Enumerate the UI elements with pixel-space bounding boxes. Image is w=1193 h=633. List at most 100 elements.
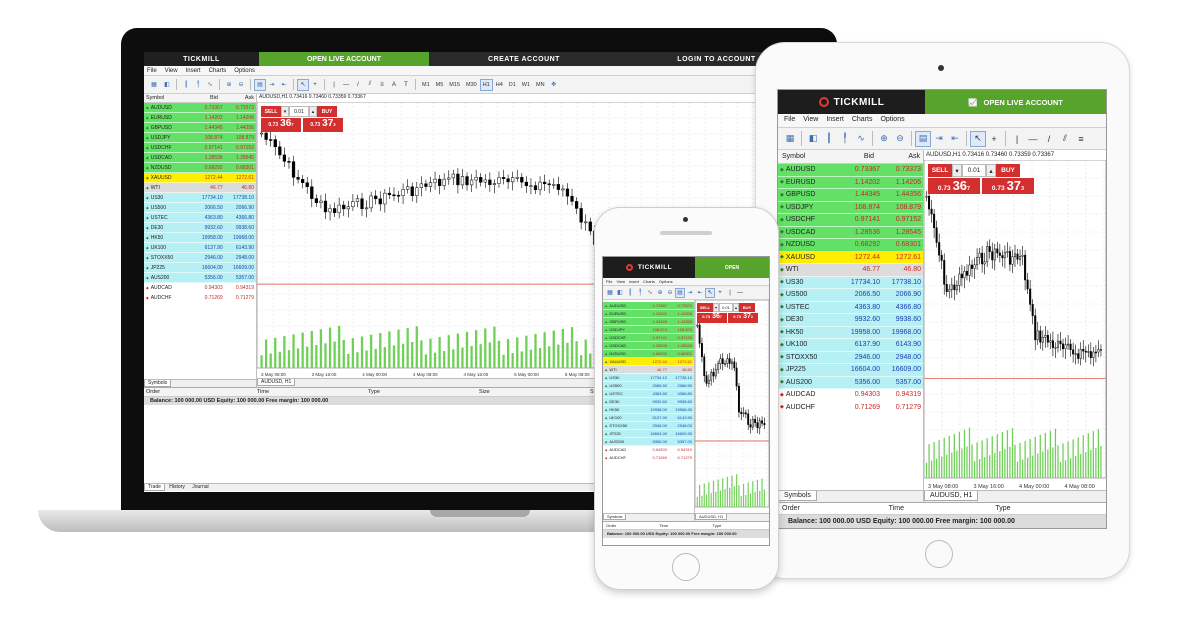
sell-button[interactable]: SELL — [261, 106, 281, 117]
terminal-tab-journal[interactable]: Journal — [192, 484, 209, 490]
menu-insert[interactable]: Insert — [826, 116, 844, 123]
mw-row-usdjpy[interactable]: ◆ USDJPY 108.874 108.879 — [144, 133, 256, 143]
chart-shift-icon[interactable]: ⇤ — [281, 82, 287, 88]
cursor-icon[interactable]: ↖ — [970, 130, 986, 147]
timeframe-m15[interactable]: M15 — [449, 81, 460, 88]
candle-chart-icon[interactable]: ╿ — [196, 82, 200, 88]
chart-tab-audusd[interactable]: AUDUSD, H1 — [257, 379, 296, 386]
terminal-col-order[interactable]: Order — [782, 505, 800, 512]
mw-row-usdjpy[interactable]: ◆ USDJPY 108.874 108.879 — [778, 201, 923, 214]
lot-size-input[interactable]: 0.01 — [962, 164, 986, 177]
menu-insert[interactable]: Insert — [185, 68, 201, 74]
mw-row-nzdusd[interactable]: ◆ NZDUSD 0.68292 0.68301 — [778, 239, 923, 252]
menu-options[interactable]: Options — [658, 279, 673, 284]
timeframe-w1[interactable]: W1 — [521, 81, 531, 88]
menu-view[interactable]: View — [164, 68, 178, 74]
terminal-col-size[interactable]: Size — [479, 389, 490, 395]
mw-row-de30[interactable]: ◆ DE30 9932.60 9938.60 — [144, 223, 256, 233]
mw-row-usdcad[interactable]: ◆ USDCAD 1.28536 1.28545 — [778, 226, 923, 239]
mw-row-aus200[interactable]: ◆ AUS200 5356.00 5357.00 — [778, 376, 923, 389]
new-chart-icon[interactable]: ▦ — [607, 290, 613, 296]
mw-row-stoxx50[interactable]: ◆ STOXX50 2946.00 2948.00 — [778, 351, 923, 364]
mw-col-ask[interactable]: Ask — [908, 153, 920, 160]
buy-price[interactable]: 0.73 37 3 — [303, 118, 343, 132]
mw-row-nzdusd[interactable]: ◆ NZDUSD 0.68292 0.68301 — [603, 350, 694, 358]
menu-file[interactable]: File — [606, 279, 613, 284]
profiles-icon[interactable]: ◧ — [164, 82, 170, 88]
text-icon[interactable]: A — [391, 81, 396, 88]
mw-row-aus200[interactable]: ◆ AUS200 5356.00 5357.00 — [603, 438, 694, 446]
menu-charts[interactable]: Charts — [643, 279, 655, 284]
chart-tab-audusd[interactable]: AUDUSD, H1 — [924, 491, 979, 501]
mw-row-us30[interactable]: ◆ US30 17734.10 17738.10 — [603, 374, 694, 382]
phone-home-button[interactable] — [672, 553, 700, 581]
mw-tab-symbols[interactable]: Symbols — [778, 491, 817, 501]
mw-row-hk50[interactable]: ◆ HK50 19958.00 19968.00 — [144, 233, 256, 243]
zoom-in-icon[interactable]: ⊕ — [880, 133, 888, 143]
mw-row-us30[interactable]: ◆ US30 17734.10 17738.10 — [144, 193, 256, 203]
tablet-chart-area[interactable]: 3 May 08:00 3 May 16:00 4 May 00:00 4 May 0… — [924, 160, 1106, 490]
menu-view[interactable]: View — [803, 116, 819, 123]
mw-tab-symbols[interactable]: Symbols — [144, 380, 172, 387]
tablet-brand[interactable]: TICKMILL — [778, 90, 925, 114]
lot-size-input[interactable]: 0.01 — [289, 106, 309, 117]
timeframe-h1[interactable]: H1 — [479, 78, 493, 91]
timeframe-m30[interactable]: M30 — [465, 81, 477, 88]
buy-price[interactable]: 0.73 37 3 — [728, 313, 758, 323]
zoom-in-icon[interactable]: ⊕ — [226, 82, 232, 88]
mw-row-ustec[interactable]: ◆ USTEC 4363.80 4366.80 — [603, 390, 694, 398]
mw-row-stoxx50[interactable]: ◆ STOXX50 2946.00 2948.00 — [144, 253, 256, 263]
mw-row-hk50[interactable]: ◆ HK50 19958.00 19968.00 — [778, 326, 923, 339]
terminal-col-type[interactable]: Type — [368, 389, 380, 395]
vertical-line-icon[interactable]: | — [333, 81, 335, 88]
sell-price[interactable]: 0.73 36 7 — [928, 178, 980, 194]
zoom-out-icon[interactable]: ⊖ — [667, 290, 673, 296]
mw-row-us500[interactable]: ◆ US500 2066.50 2066.90 — [778, 289, 923, 302]
mw-row-nzdusd[interactable]: ◆ NZDUSD 0.68292 0.68301 — [144, 163, 256, 173]
mw-row-xauusd[interactable]: ◆ XAUUSD 1272.44 1272.61 — [778, 251, 923, 264]
line-chart-icon[interactable]: ∿ — [857, 133, 865, 143]
phone-chart-area[interactable]: SELL ▾ 0.01 ▴ BUY 0.73 36 7 0.73 37 3 — [695, 300, 769, 513]
lot-increase-button[interactable]: ▴ — [309, 106, 317, 117]
mw-row-jp225[interactable]: ◆ JP225 16604.00 16609.00 — [603, 430, 694, 438]
lot-increase-button[interactable]: ▴ — [986, 164, 996, 177]
bar-chart-icon[interactable]: ┃ — [184, 82, 188, 88]
label-icon[interactable]: T — [404, 81, 408, 88]
terminal-col-type[interactable]: Type — [712, 523, 722, 528]
channel-icon[interactable]: ⫽ — [1062, 133, 1067, 143]
mw-row-stoxx50[interactable]: ◆ STOXX50 2946.00 2948.00 — [603, 422, 694, 430]
lot-decrease-button[interactable]: ▾ — [713, 303, 719, 312]
mw-row-usdjpy[interactable]: ◆ USDJPY 108.874 108.879 — [603, 326, 694, 334]
mw-row-gbpusd[interactable]: ◆ GBPUSD 1.44345 1.44356 — [778, 189, 923, 202]
menu-charts[interactable]: Charts — [851, 116, 873, 123]
menu-options[interactable]: Options — [880, 116, 905, 123]
mw-row-audcad[interactable]: ◆ AUDCAD 0.94303 0.94319 — [144, 283, 256, 293]
timeframe-d1[interactable]: D1 — [508, 81, 516, 88]
line-chart-icon[interactable]: ∿ — [207, 82, 213, 88]
menu-insert[interactable]: Insert — [629, 279, 640, 284]
mw-row-eurusd[interactable]: ◆ EURUSD 1.14202 1.14206 — [778, 176, 923, 189]
buy-button[interactable]: BUY — [317, 106, 337, 117]
cursor-icon[interactable]: ↖ — [705, 287, 715, 298]
menu-file[interactable]: File — [784, 116, 796, 123]
mw-col-symbol[interactable]: Symbol — [146, 95, 165, 101]
tile-icon[interactable]: ▤ — [675, 287, 685, 298]
sell-button[interactable]: SELL — [697, 303, 713, 312]
mw-row-xauusd[interactable]: ◆ XAUUSD 1272.44 1272.61 — [144, 173, 256, 183]
laptop-brand[interactable]: TICKMILL — [144, 52, 259, 66]
buy-button[interactable]: BUY — [739, 303, 755, 312]
mw-row-usdchf[interactable]: ◆ USDCHF 0.97141 0.97152 — [778, 214, 923, 227]
zoom-out-icon[interactable]: ⊖ — [238, 82, 244, 88]
horizontal-line-icon[interactable]: — — [343, 81, 349, 88]
phone-open-live-account-button[interactable]: OPEN — [695, 257, 769, 278]
mw-row-jp225[interactable]: ◆ JP225 16604.00 16609.00 — [144, 263, 256, 273]
mw-col-bid[interactable]: Bid — [210, 95, 218, 101]
tablet-open-live-account-button[interactable]: 📈 OPEN LIVE ACCOUNT — [925, 90, 1106, 114]
mw-row-wti[interactable]: ◆ WTI 46.77 46.80 — [144, 183, 256, 193]
timeframe-mn[interactable]: MN — [536, 81, 545, 88]
terminal-tab-history[interactable]: History — [169, 484, 185, 490]
new-chart-icon[interactable]: ▦ — [785, 133, 795, 143]
buy-price[interactable]: 0.73 37 3 — [982, 178, 1034, 194]
candle-chart-icon[interactable]: ╿ — [638, 290, 642, 296]
lot-increase-button[interactable]: ▴ — [733, 303, 739, 312]
